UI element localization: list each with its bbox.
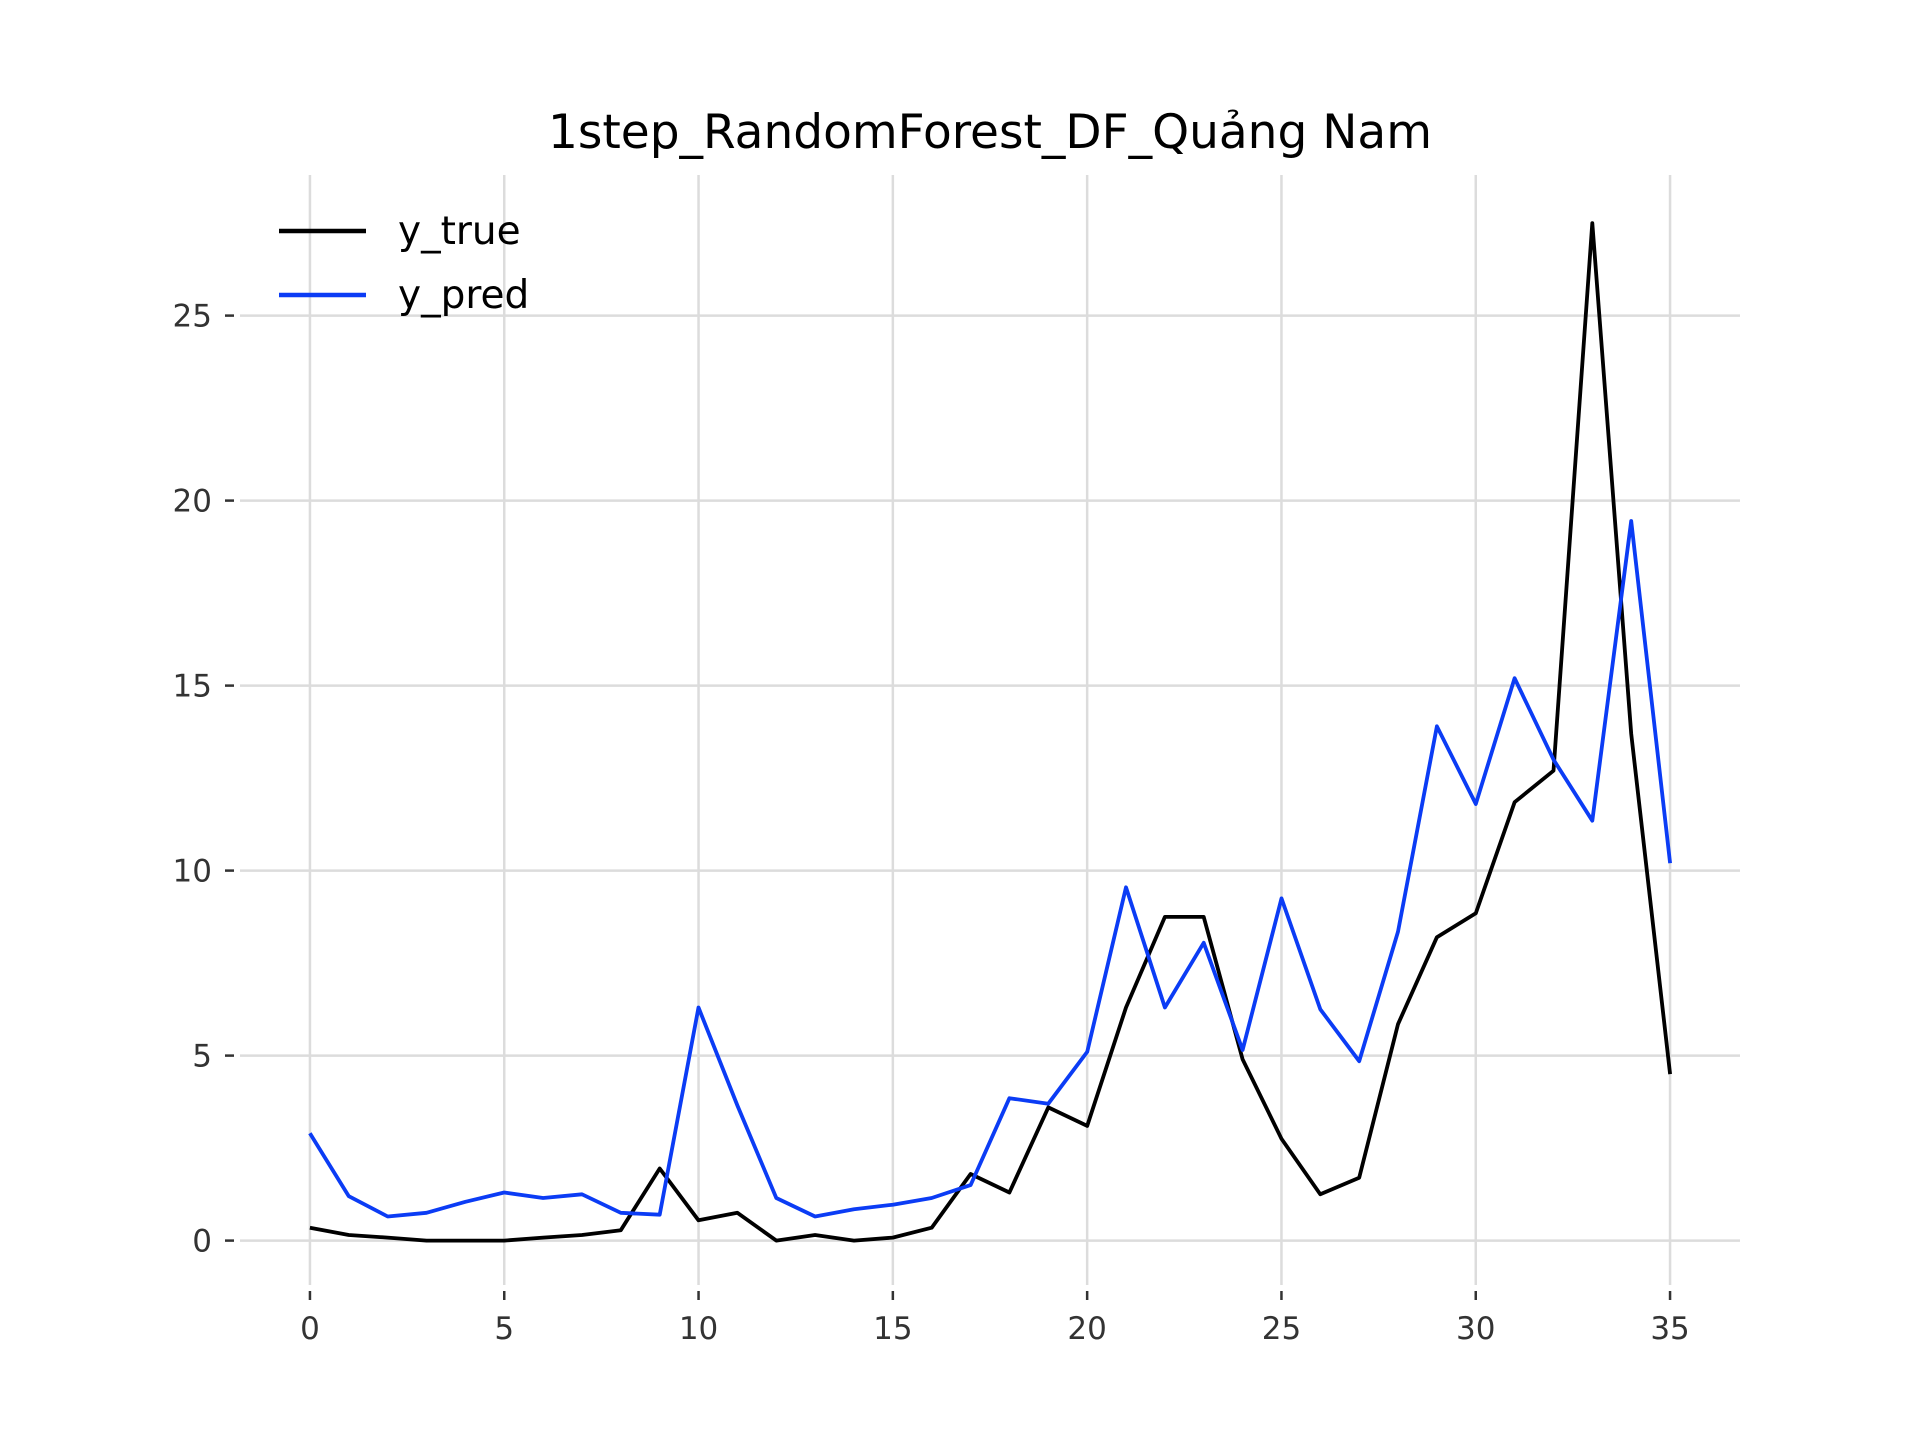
series-line-y-true [309,221,1672,1243]
legend: y_true y_pred [279,209,529,318]
x-tick-label: 10 [679,1311,718,1347]
x-tick-label: 15 [873,1311,912,1347]
y-tick-label: 20 [173,484,212,520]
y-tick-label: 0 [192,1224,212,1260]
chart-title: 1step_RandomForest_DF_Quảng Nam [548,105,1432,160]
y-axis: 0 5 10 15 20 25 [173,299,234,1260]
x-tick-label: 30 [1456,1311,1495,1347]
legend-label-y-pred: y_pred [398,273,529,318]
x-tick-label: 0 [300,1311,320,1347]
legend-label-y-true: y_true [398,209,521,254]
x-axis: 0 5 10 15 20 25 30 35 [300,1291,1690,1347]
y-tick-label: 10 [173,854,212,890]
series-lines [308,221,1672,1243]
x-tick-label: 5 [494,1311,514,1347]
y-tick-label: 25 [173,299,212,335]
x-tick-label: 20 [1067,1311,1106,1347]
x-tick-label: 25 [1262,1311,1301,1347]
series-line-y-pred [308,519,1672,1219]
y-tick-label: 15 [173,669,212,705]
x-tick-label: 35 [1650,1311,1689,1347]
y-tick-label: 5 [192,1039,212,1075]
